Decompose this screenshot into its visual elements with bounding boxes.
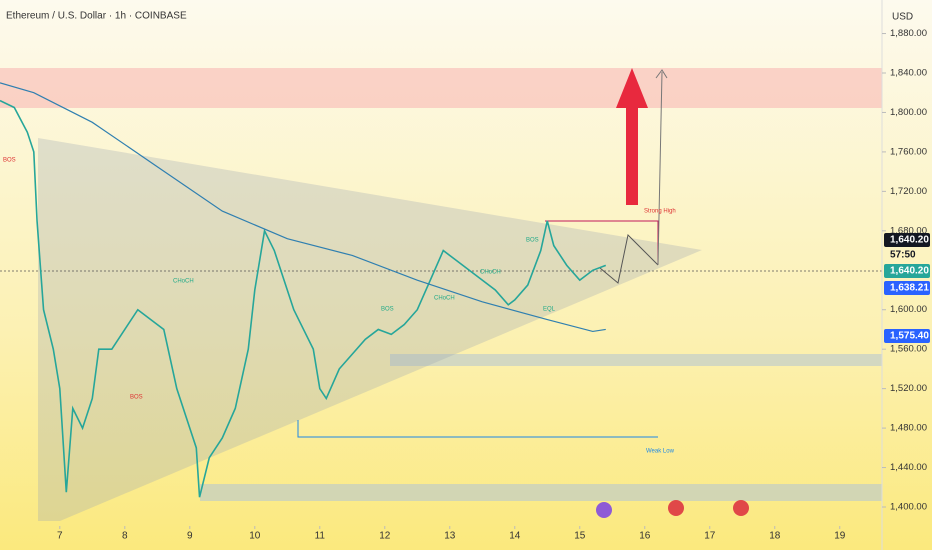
y-tick-label: 1,680.00 [890,225,927,236]
x-tick-label: 14 [509,531,521,542]
x-tick-label: 18 [769,531,781,542]
price-label: 57:50 [890,250,916,261]
y-axis-label: USD [892,12,913,23]
triangle-pattern [38,138,702,521]
annotation: CHoCH [480,270,501,276]
annotation: BOS [526,238,539,244]
y-tick-label: 1,880.00 [890,28,927,39]
up-arrow [616,68,648,205]
x-tick-label: 12 [379,531,391,542]
annotation: CHoCH [173,279,194,285]
supply-zone [0,68,882,108]
target-arrowhead [655,69,668,79]
y-tick-label: 1,560.00 [890,344,927,355]
x-tick-label: 8 [122,531,128,542]
y-tick-label: 1,720.00 [890,186,927,197]
y-tick-label: 1,840.00 [890,68,927,79]
y-tick-label: 1,760.00 [890,146,927,157]
demand-zone [200,484,882,501]
y-tick-label: 1,480.00 [890,423,927,434]
price-label-box [884,329,930,343]
x-tick-label: 17 [704,531,716,542]
event-icon[interactable] [596,502,612,518]
price-label: 1,640.20 [890,266,929,277]
price-label: 1,575.40 [890,331,929,342]
annotation: CHoCH [434,296,455,302]
price-line-series [0,82,606,333]
price-label: 1,638.21 [890,283,929,294]
x-tick-label: 16 [639,531,651,542]
event-icon[interactable] [668,500,684,516]
weak-low-line [297,420,658,438]
x-tick-label: 11 [315,531,326,542]
chart-title: Ethereum / U.S. Dollar · 1h · COINBASE [6,11,187,22]
annotation: EQL [543,307,556,313]
demand-zone [390,354,882,366]
x-tick-label: 10 [249,531,261,542]
y-tick-label: 1,600.00 [890,304,927,315]
price-label-box [884,264,930,278]
price-label: 1,640.20 [890,235,929,246]
price-label-box [884,281,930,295]
x-tick-label: 7 [57,531,63,542]
x-tick-label: 13 [444,531,456,542]
y-tick-label: 1,440.00 [890,462,927,473]
projection-path [599,233,659,284]
x-tick-label: 15 [574,531,586,542]
price-label-box [884,233,930,247]
price-line-series [0,99,607,498]
annotation: BOS [381,307,394,313]
annotation: Weak Low [646,449,675,455]
event-icon[interactable] [733,500,749,516]
y-tick-label: 1,520.00 [890,383,927,394]
x-tick-label: 19 [834,531,846,542]
annotation: BOS [130,395,143,401]
annotation: Strong High [644,209,676,215]
target-line [657,71,663,266]
y-tick-label: 1,800.00 [890,107,927,118]
y-tick-label: 1,400.00 [890,502,927,513]
x-tick-label: 9 [187,531,193,542]
annotation: BOS [3,158,16,164]
